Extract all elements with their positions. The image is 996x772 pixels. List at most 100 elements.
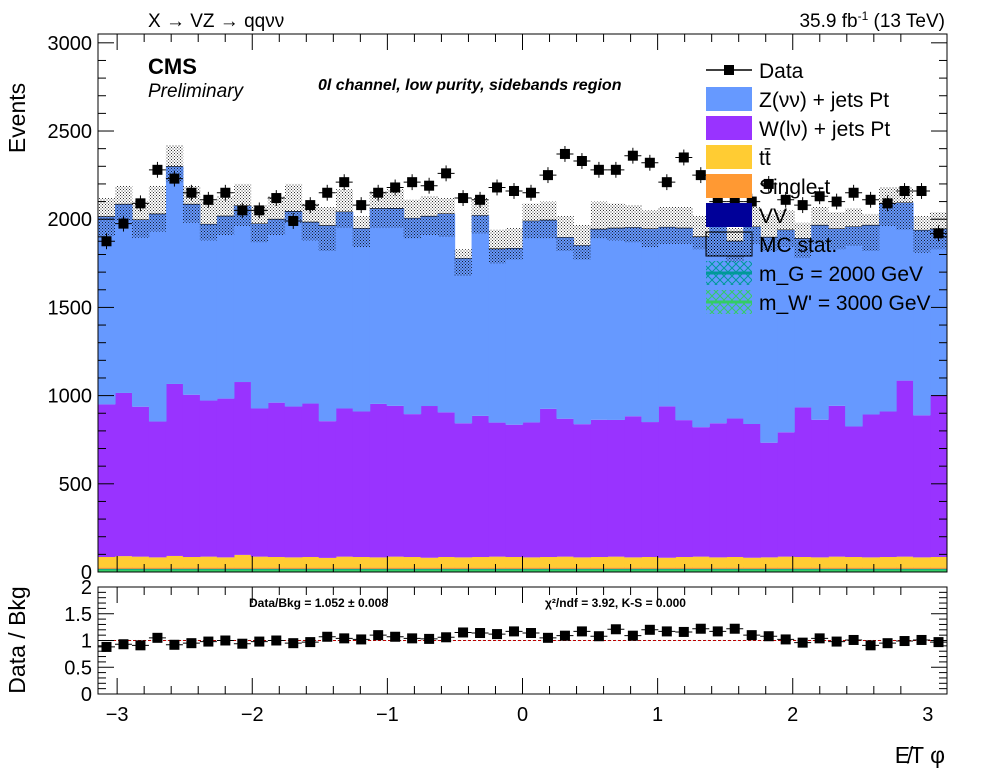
ratio-marker (542, 632, 553, 643)
mc-stat-band (98, 145, 947, 276)
bar (114, 392, 133, 557)
ratio-point (760, 631, 778, 642)
legend-entry: Data (706, 60, 804, 83)
chi2-text: χ²/ndf = 3.92, K-S = 0.000 (545, 596, 686, 610)
bar (98, 216, 116, 405)
ratio-marker (356, 634, 367, 645)
bar (148, 557, 167, 568)
legend-swatch (706, 174, 752, 198)
ratio-marker (237, 638, 248, 649)
mc-stat-bin (148, 185, 167, 232)
ratio-marker (610, 624, 621, 635)
bar (403, 557, 422, 568)
data-marker (288, 215, 299, 226)
ratio-marker (695, 623, 706, 634)
bar (182, 557, 201, 568)
bar (692, 556, 710, 568)
bar (369, 208, 388, 404)
bar (182, 204, 201, 395)
ratio-point (539, 632, 557, 643)
ratio-point (369, 630, 387, 641)
data-point (777, 191, 795, 208)
legend-entry: m_G = 2000 GeV (706, 261, 923, 286)
y-tick-label: 2500 (48, 121, 93, 143)
bar (488, 248, 507, 423)
ratio-marker (780, 634, 791, 645)
ratio-point (879, 638, 897, 649)
ratio-point (811, 633, 829, 644)
bar (862, 414, 880, 558)
bar (131, 219, 150, 407)
data-marker (763, 178, 774, 189)
data-point (624, 147, 642, 164)
bar (913, 415, 931, 558)
data-point (845, 184, 863, 201)
ratio-marker (916, 634, 927, 645)
ratio-point (913, 634, 931, 645)
data-marker (373, 187, 384, 198)
data-marker (254, 205, 265, 216)
data-point (641, 154, 659, 171)
legend-label: Data (759, 60, 804, 83)
data-marker (390, 182, 401, 193)
data-point (675, 149, 693, 166)
mc-stat-bin (165, 145, 184, 183)
ratio-marker (169, 639, 180, 650)
mc-stat-bin (573, 224, 591, 260)
data-point (862, 191, 880, 208)
bar (658, 557, 676, 568)
ratio-marker (865, 640, 876, 651)
mc-stat-bin (301, 203, 320, 241)
ratio-marker (831, 636, 842, 647)
legend-entry: tt̄ (706, 145, 771, 170)
ratio-point (301, 637, 319, 648)
bar (913, 230, 931, 416)
ratio-point (641, 624, 659, 635)
ratio-marker (101, 641, 112, 652)
bar (692, 236, 710, 428)
ratio-point (420, 633, 438, 644)
x-tick-label: 0 (517, 704, 528, 726)
bar (539, 408, 558, 558)
data-marker (509, 185, 520, 196)
bar (386, 556, 405, 568)
legend-label: m_W' = 3000 GeV (759, 292, 931, 315)
legend-swatch (706, 87, 752, 111)
lumi-label: 35.9 fb-1 (13 TeV) (799, 9, 945, 32)
data-marker (220, 187, 231, 198)
bar (862, 557, 880, 568)
mc-stat-bin (811, 206, 829, 244)
ratio-y-tick-label: 1.5 (64, 604, 92, 626)
bar (420, 216, 439, 407)
bar (828, 228, 846, 406)
data-point (216, 184, 234, 201)
ratio-point (862, 640, 880, 651)
main-ylabel: Events (4, 83, 30, 153)
mc-stat-bin (284, 183, 303, 223)
bar (743, 557, 761, 568)
bar (930, 557, 947, 568)
ratio-point (318, 631, 336, 642)
bar (675, 557, 693, 568)
bar (556, 418, 575, 557)
data-point (386, 179, 404, 196)
bar (658, 227, 676, 407)
data-point (182, 184, 200, 201)
bar (216, 216, 235, 399)
y-tick-label: 500 (59, 474, 92, 496)
bar (573, 424, 592, 558)
legend-entry: Z(νν) + jets Pt (706, 87, 889, 112)
bar (777, 556, 795, 568)
legend-swatch (706, 203, 752, 227)
bar (284, 211, 303, 407)
ratio-marker (305, 637, 316, 648)
ratio-point (165, 639, 183, 650)
cms-label: CMS (148, 54, 197, 79)
ratio-marker (220, 635, 231, 646)
bar (437, 213, 456, 413)
ratio-point (98, 641, 115, 652)
ratio-point (199, 636, 217, 647)
bar (930, 228, 947, 396)
ratio-marker (118, 639, 129, 650)
bar (199, 400, 218, 557)
